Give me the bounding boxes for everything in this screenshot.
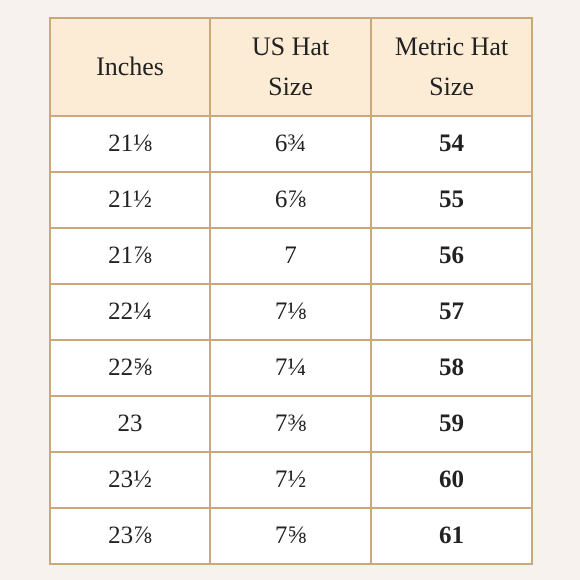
cell-metric: 58 (370, 339, 533, 397)
header-inches: Inches (49, 17, 211, 117)
header-us-hat-size: US Hat Size (209, 17, 372, 117)
table-row: 21½ 6⅞ 55 (49, 171, 533, 229)
cell-metric: 54 (370, 115, 533, 173)
cell-us: 7⅜ (209, 395, 372, 453)
header-metric-hat-size: Metric Hat Size (370, 17, 533, 117)
cell-metric: 56 (370, 227, 533, 285)
header-row: Inches US Hat Size Metric Hat Size (49, 17, 533, 117)
cell-inches: 21⅛ (49, 115, 211, 173)
table-row: 21⅞ 7 56 (49, 227, 533, 285)
cell-inches: 22¼ (49, 283, 211, 341)
header-us-label: US Hat Size (251, 32, 330, 101)
cell-metric: 61 (370, 507, 533, 565)
cell-inches: 23 (49, 395, 211, 453)
header-metric-label: Metric Hat Size (394, 32, 509, 101)
table-row: 23½ 7½ 60 (49, 451, 533, 509)
hat-size-chart: Inches US Hat Size Metric Hat Size 21⅛ 6… (49, 17, 533, 565)
cell-us: 7½ (209, 451, 372, 509)
cell-us: 7⅛ (209, 283, 372, 341)
table-row: 22¼ 7⅛ 57 (49, 283, 533, 341)
cell-inches: 23½ (49, 451, 211, 509)
cell-metric: 59 (370, 395, 533, 453)
cell-metric: 55 (370, 171, 533, 229)
table-row: 22⅝ 7¼ 58 (49, 339, 533, 397)
table-row: 23 7⅜ 59 (49, 395, 533, 453)
cell-inches: 21½ (49, 171, 211, 229)
cell-us: 6¾ (209, 115, 372, 173)
cell-inches: 23⅞ (49, 507, 211, 565)
cell-us: 7 (209, 227, 372, 285)
cell-us: 7⅝ (209, 507, 372, 565)
cell-us: 7¼ (209, 339, 372, 397)
cell-inches: 21⅞ (49, 227, 211, 285)
cell-metric: 60 (370, 451, 533, 509)
cell-inches: 22⅝ (49, 339, 211, 397)
table-row: 23⅞ 7⅝ 61 (49, 507, 533, 565)
hat-size-table: Inches US Hat Size Metric Hat Size 21⅛ 6… (49, 17, 533, 565)
cell-metric: 57 (370, 283, 533, 341)
cell-us: 6⅞ (209, 171, 372, 229)
table-row: 21⅛ 6¾ 54 (49, 115, 533, 173)
